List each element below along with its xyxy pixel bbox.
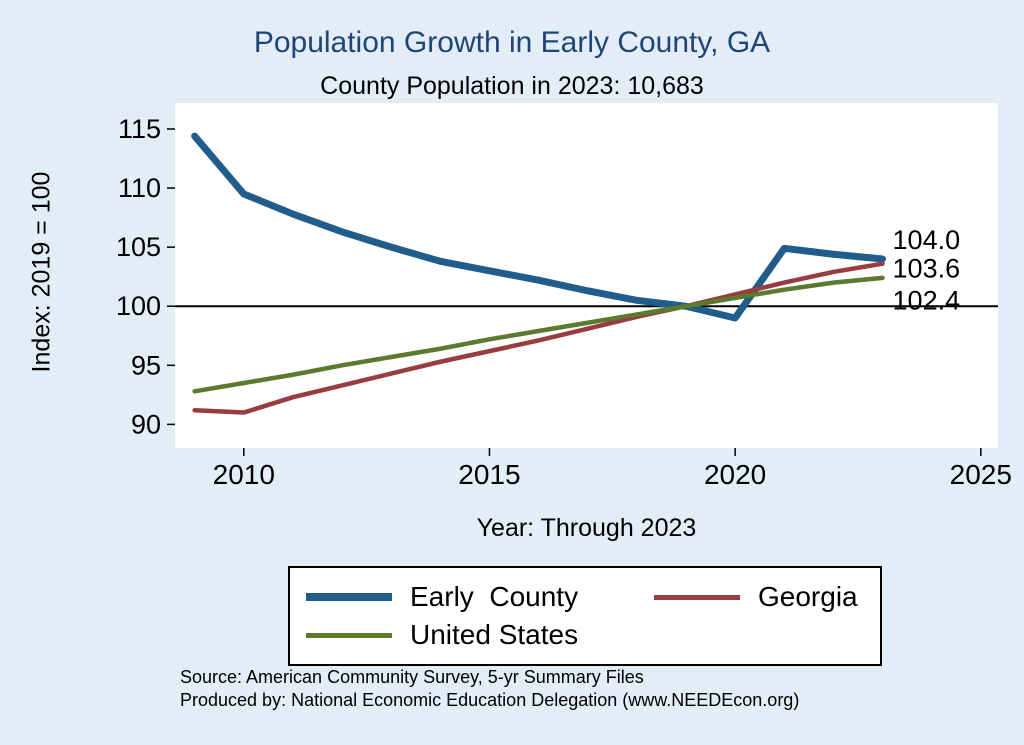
line-chart: 90 95 100 105 110 115 2010 2015 2020 2025 104.0103… — [116, 103, 1012, 490]
x-tick-label: 2025 — [950, 459, 1012, 490]
y-tick-label: 115 — [118, 114, 161, 144]
y-tick-label: 105 — [116, 232, 161, 262]
chart-title: Population Growth in Early County, GA — [253, 26, 771, 59]
end-label-united-states: 102.4 — [893, 285, 961, 315]
series-line-georgia — [192, 261, 885, 415]
legend-label-early-county: Early County — [410, 581, 579, 612]
x-tick-label: 2010 — [213, 459, 275, 490]
x-tick-label: 2015 — [458, 459, 520, 490]
x-axis-label: Year: Through 2023 — [476, 514, 697, 542]
y-tick-label: 90 — [131, 409, 161, 439]
legend-label-georgia: Georgia — [758, 581, 858, 612]
source-line-2: Produced by: National Economic Education… — [180, 690, 800, 710]
legend-label-united-states: United States — [410, 619, 579, 650]
chart-subtitle: County Population in 2023: 10,683 — [320, 72, 704, 100]
legend-swatch-georgia — [654, 594, 740, 600]
legend-item-united-states: United States — [306, 616, 654, 654]
x-tick-label: 2020 — [704, 459, 766, 490]
legend-swatch-united-states — [306, 632, 392, 638]
y-tick-label: 95 — [131, 350, 161, 380]
series-line-united-states — [192, 275, 885, 394]
legend-item-georgia: Georgia — [654, 578, 880, 616]
end-label-georgia: 103.6 — [893, 253, 961, 283]
end-label-early-county: 104.0 — [893, 225, 961, 255]
legend: Early County Georgia United States — [288, 566, 882, 666]
series-line-early-county — [191, 132, 887, 322]
y-tick-label: 110 — [118, 173, 161, 203]
legend-swatch-early-county — [306, 593, 392, 601]
legend-item-early-county: Early County — [306, 578, 654, 616]
source-note: Source: American Community Survey, 5-yr … — [180, 666, 799, 712]
source-line-1: Source: American Community Survey, 5-yr … — [180, 667, 644, 687]
y-tick-label: 100 — [116, 291, 161, 321]
